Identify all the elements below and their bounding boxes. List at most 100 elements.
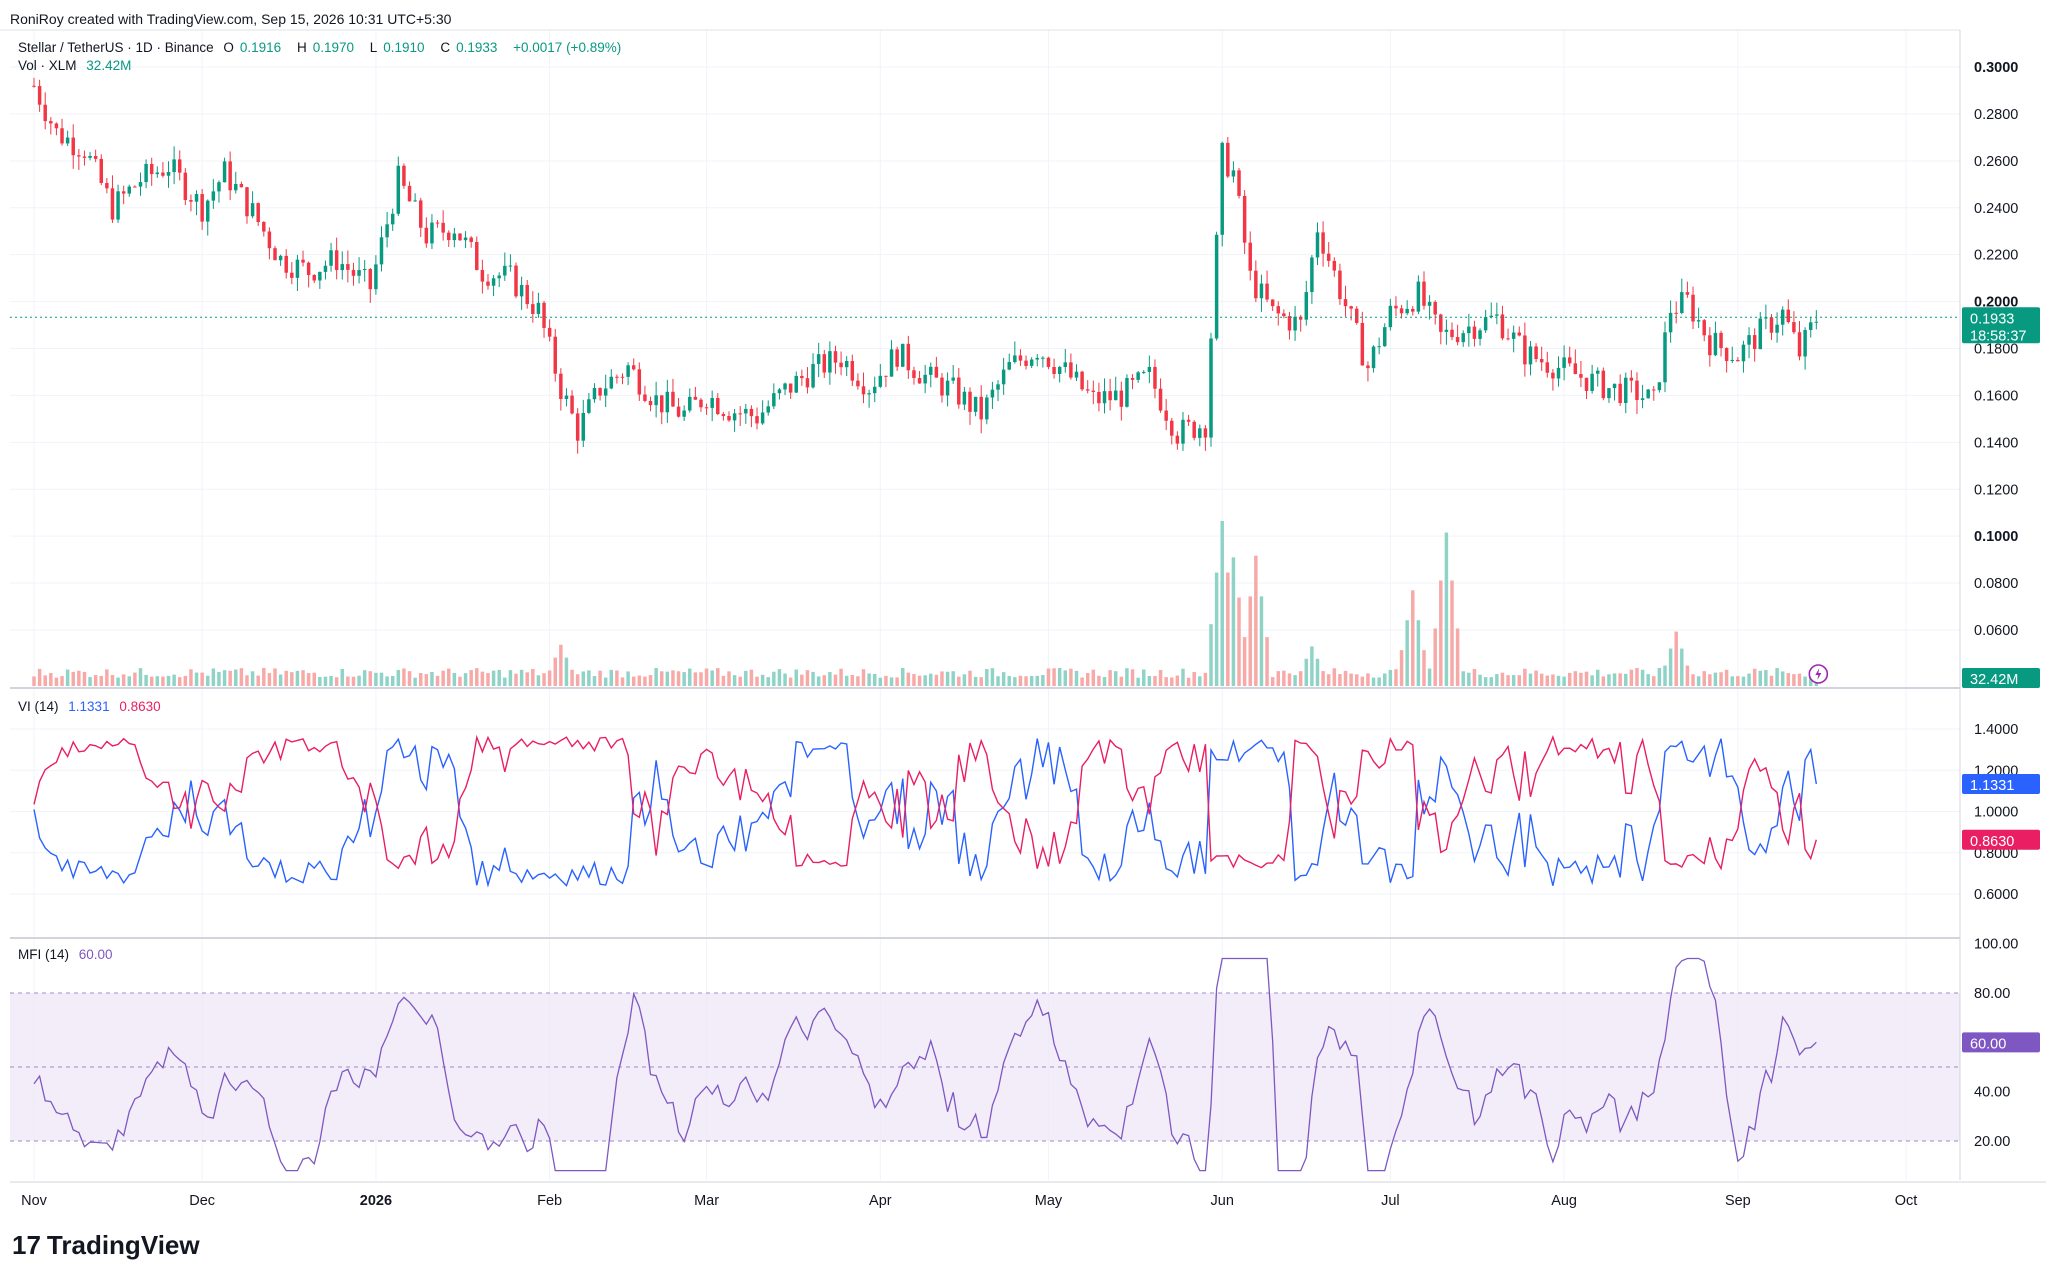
volume-bar xyxy=(738,676,742,686)
volume-bar xyxy=(923,675,927,686)
candle-body xyxy=(872,386,877,394)
candle-body xyxy=(334,250,339,271)
candle-body xyxy=(155,172,160,175)
price-tick-label: 0.1000 xyxy=(1974,529,2018,545)
volume-bar xyxy=(1343,670,1348,686)
candle-body xyxy=(1797,332,1802,357)
mfi-badge-bg xyxy=(1962,1032,2040,1053)
candle-body xyxy=(1399,308,1404,314)
time-tick-label: Jul xyxy=(1381,1193,1400,1209)
time-tick-label: Apr xyxy=(869,1193,892,1209)
candle-body xyxy=(407,185,412,202)
candle-body xyxy=(1091,390,1096,392)
volume-bar xyxy=(211,668,216,686)
volume-bar xyxy=(1186,677,1191,686)
volume-label[interactable]: Vol · XLM xyxy=(18,58,77,73)
volume-bar xyxy=(1383,673,1387,686)
candle-body xyxy=(912,370,916,378)
candle-body xyxy=(1741,344,1746,362)
candle-body xyxy=(1545,362,1550,373)
volume-bar xyxy=(385,676,389,686)
time-tick-label: Dec xyxy=(189,1193,215,1209)
volume-bar xyxy=(1674,631,1678,686)
candle-body xyxy=(665,391,670,413)
volume-bar xyxy=(407,671,412,686)
candle-body xyxy=(1607,388,1611,399)
candle-body xyxy=(1556,367,1561,379)
volume-bar xyxy=(323,676,328,686)
tradingview-footer[interactable]: 17 TradingView xyxy=(12,1230,200,1261)
candle-body xyxy=(878,375,883,387)
candle-body xyxy=(1567,357,1572,364)
vi-label[interactable]: VI (14) xyxy=(18,699,59,714)
volume-bar xyxy=(447,668,451,686)
volume-bar xyxy=(1786,673,1791,686)
candle-body xyxy=(648,400,653,406)
volume-bar xyxy=(1702,671,1706,686)
candle-body xyxy=(189,200,193,202)
volume-bar xyxy=(161,676,165,686)
candle-body xyxy=(1573,363,1578,375)
volume-bar xyxy=(1713,672,1718,686)
volume-bar xyxy=(559,644,563,686)
candle-body xyxy=(519,284,524,297)
volume-bar xyxy=(491,670,496,686)
volume-bar xyxy=(833,674,838,686)
volume-badge: 32.42M xyxy=(1962,668,2040,688)
volume-bar xyxy=(1254,555,1258,686)
candle-body xyxy=(1170,420,1174,436)
candle-body xyxy=(749,408,754,417)
volume-bar xyxy=(166,675,171,686)
volume-bar xyxy=(1119,676,1124,686)
volume-bar xyxy=(1282,670,1286,686)
volume-bar xyxy=(901,668,905,686)
volume-bar xyxy=(598,670,602,686)
price-tick-label: 0.2600 xyxy=(1974,154,2018,170)
volume-bar xyxy=(1573,671,1578,686)
vi-legend: VI (14) 1.1331 0.8630 xyxy=(18,699,167,714)
volume-bar xyxy=(1130,669,1135,686)
candle-body xyxy=(536,302,541,314)
candle-body xyxy=(1113,390,1118,401)
volume-bar xyxy=(1388,669,1393,686)
candle-body xyxy=(1489,315,1493,318)
volume-bar xyxy=(1046,668,1051,686)
symbol-label[interactable]: Stellar / TetherUS · 1D · Binance xyxy=(18,40,214,55)
volume-bar xyxy=(1450,580,1454,686)
candle-body xyxy=(1433,301,1437,315)
volume-bar xyxy=(519,669,524,686)
candle-body xyxy=(1495,314,1499,316)
candle-body xyxy=(1343,299,1348,307)
volume-bar xyxy=(1696,676,1701,686)
volume-bar xyxy=(346,676,350,686)
volume-bar xyxy=(1461,671,1465,686)
volume-bar xyxy=(861,669,866,686)
volume-bar xyxy=(1506,675,1510,686)
volume-bar xyxy=(1736,676,1740,686)
candle-body xyxy=(1685,292,1690,295)
candle-body xyxy=(475,241,479,270)
candle-body xyxy=(262,221,266,232)
volume-bar xyxy=(183,675,188,686)
x-axis: Nov Dec 2026 Feb Mar Apr May Jun Jul Aug Sep Oct xyxy=(10,1181,2046,1209)
candle-body xyxy=(1175,435,1180,444)
candle-body xyxy=(1001,369,1006,385)
volume-bar xyxy=(794,669,798,686)
candle-body xyxy=(1287,316,1292,331)
candle-body xyxy=(1478,330,1482,339)
candle-body xyxy=(531,304,535,314)
candle-body xyxy=(149,163,154,175)
time-tick-label: Feb xyxy=(537,1193,562,1209)
candle-body xyxy=(362,269,367,271)
candle-body xyxy=(1069,362,1073,378)
time-tick-label: 2026 xyxy=(360,1193,392,1209)
volume-bar xyxy=(1517,675,1522,686)
mfi-label[interactable]: MFI (14) xyxy=(18,947,70,962)
candle-body xyxy=(194,194,199,202)
volume-bar xyxy=(396,669,401,686)
volume-bar xyxy=(368,671,373,686)
volume-bar xyxy=(682,672,686,686)
last-price-badge-text: 0.1933 xyxy=(1970,311,2014,327)
candle-body xyxy=(1618,383,1622,404)
